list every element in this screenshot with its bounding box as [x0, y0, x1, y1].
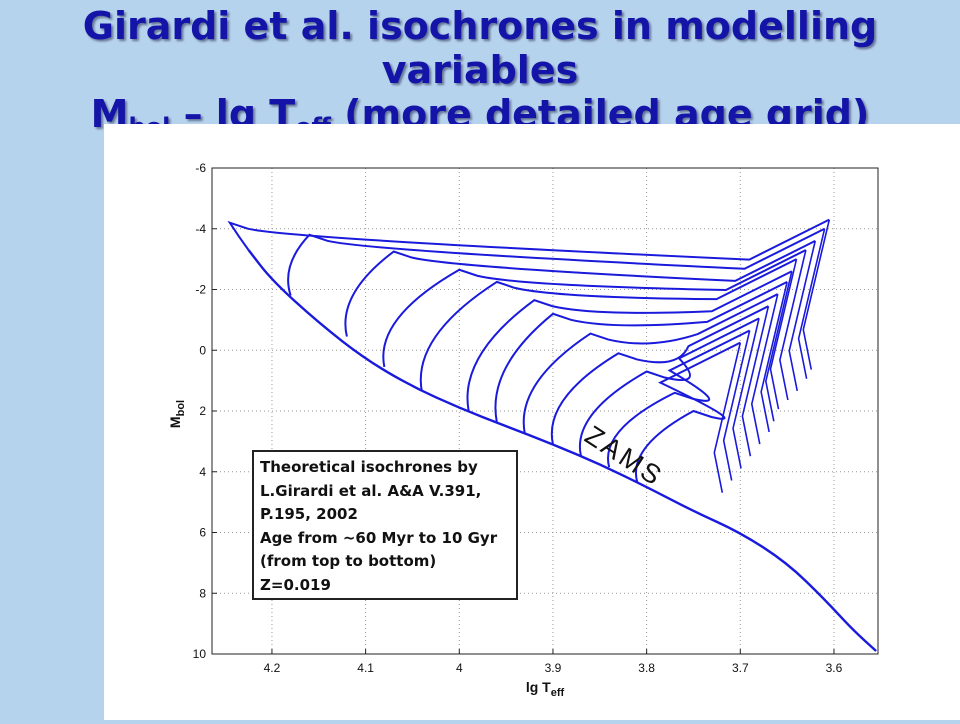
legend-line: Theoretical isochrones by — [260, 458, 478, 476]
legend-line: Z=0.019 — [260, 575, 331, 594]
y-tick-label: 2 — [199, 404, 206, 418]
legend-line: L.Girardi et al. A&A V.391, — [260, 481, 482, 500]
isochrone-line — [578, 317, 760, 457]
x-tick-label: 3.7 — [732, 661, 749, 675]
y-tick-label: -4 — [195, 222, 206, 236]
y-tick-label: -6 — [195, 161, 206, 175]
isochrone-line — [419, 258, 797, 392]
x-tick-labels: 4.2 4.1 4 3.9 3.8 3.7 3.6 — [264, 661, 843, 675]
isochrone-line — [227, 218, 830, 261]
isochrone-line — [344, 240, 816, 337]
plot-frame — [211, 167, 879, 655]
x-tick-label: 4 — [456, 661, 463, 675]
giant-branch-line — [741, 306, 770, 457]
legend-box: Theoretical isochrones by L.Girardi et a… — [252, 450, 518, 600]
y-tick-label: 4 — [199, 465, 206, 479]
x-tick-label: 3.6 — [826, 661, 843, 675]
giant-branch-line — [797, 228, 826, 379]
zams-annotation: ZAMS — [580, 420, 669, 493]
chart-figure: 4.2 4.1 4 3.9 3.8 3.7 3.6 -6 -4 -2 0 2 4 6 8 10 lg Tef… — [104, 124, 960, 720]
isochrone-line — [522, 293, 779, 434]
legend-line: Age from ~60 Myr to 10 Gyr — [260, 528, 498, 547]
isochrone-line — [607, 329, 751, 468]
y-tick-label: 10 — [193, 647, 207, 661]
legend-line: P.195, 2002 — [260, 505, 358, 523]
giant-branch-line — [788, 240, 817, 392]
giant-branch-line — [713, 342, 742, 493]
x-axis-label: lg Teff — [526, 679, 565, 699]
giant-branch-line — [732, 318, 760, 469]
giant-branch-line — [779, 249, 807, 401]
main-sequence-line — [247, 249, 877, 652]
isochrone-chart: 4.2 4.1 4 3.9 3.8 3.7 3.6 -6 -4 -2 0 2 4 6 8 10 lg Tef… — [167, 161, 879, 699]
giant-branch-line — [765, 271, 793, 422]
y-tick-labels: -6 -4 -2 0 2 4 6 8 10 — [193, 161, 207, 661]
x-tick-label: 4.1 — [357, 661, 374, 675]
isochrone-line — [466, 270, 793, 412]
y-tick-label: 6 — [199, 526, 206, 540]
legend-line: (from top to bottom) — [260, 552, 437, 570]
isochrone-line — [494, 281, 788, 422]
y-axis-label: Mbol — [167, 400, 187, 428]
x-tick-label: 3.8 — [638, 661, 655, 675]
isochrone-line — [635, 341, 741, 483]
y-tick-label: -2 — [195, 283, 206, 297]
x-tick-label: 4.2 — [264, 661, 281, 675]
isochrone-line — [287, 227, 826, 296]
isochrone-line — [550, 305, 769, 445]
giant-branch-line — [750, 293, 779, 445]
giant-branch-line — [802, 219, 831, 370]
y-tick-label: 8 — [199, 586, 206, 600]
giant-branch-line — [769, 258, 798, 410]
isochrone-curves — [227, 218, 877, 652]
y-tick-label: 0 — [199, 343, 206, 357]
giant-branch-line — [722, 330, 751, 481]
title-line-1: Girardi et al. isochrones in modelling v… — [82, 4, 878, 92]
isochrone-line — [382, 249, 807, 368]
giant-branch-line — [760, 281, 788, 433]
x-tick-label: 3.9 — [545, 661, 562, 675]
